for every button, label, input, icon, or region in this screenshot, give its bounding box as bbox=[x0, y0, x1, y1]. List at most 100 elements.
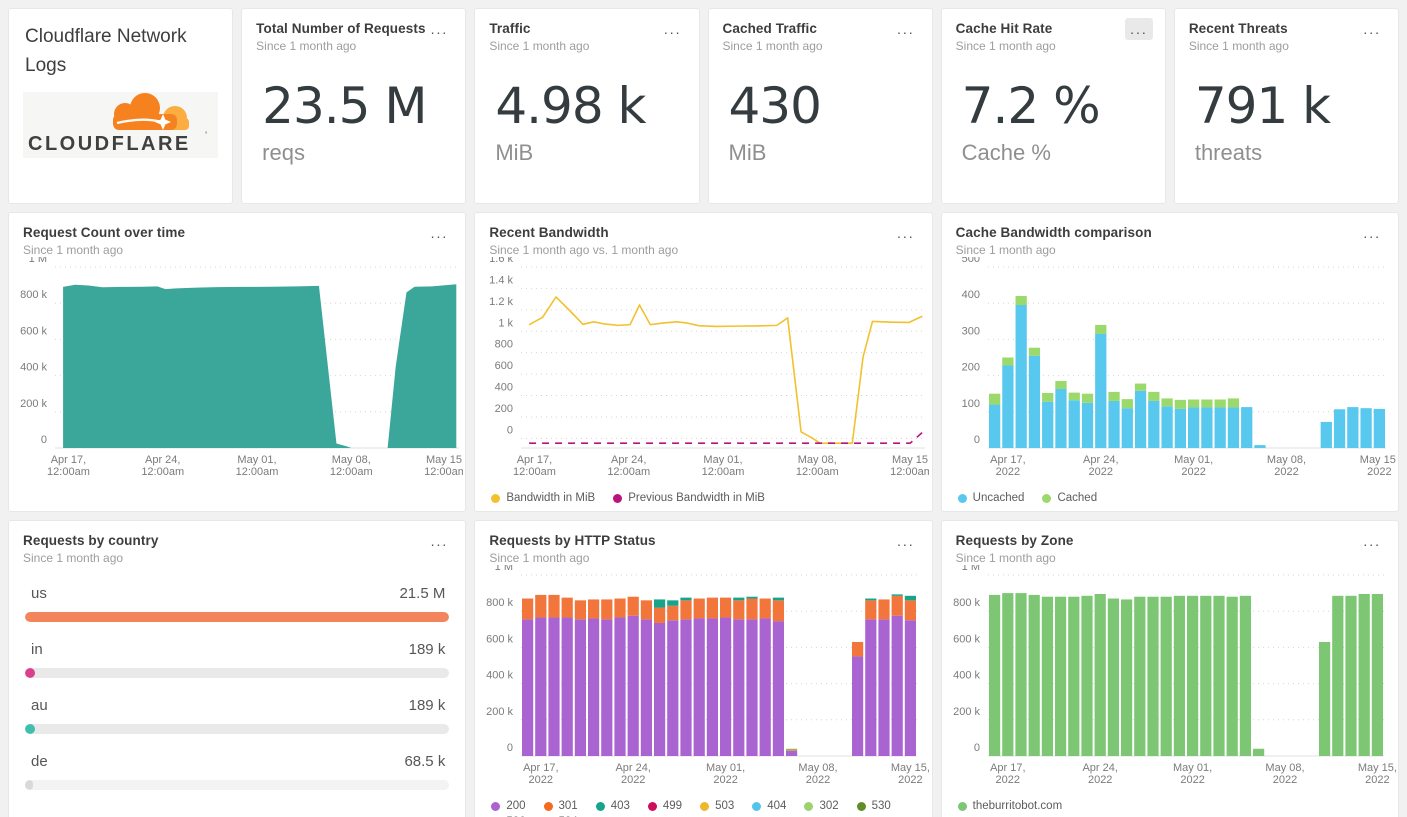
gauge-row-de: de 68.5 k bbox=[25, 753, 450, 790]
http-status-chart: 1 M 800 k 600 k 400 k 200 k 0 Apr 17, 2022 Apr 2… bbox=[475, 561, 931, 795]
panel-subtitle: Since 1 month ago bbox=[1188, 39, 1289, 53]
gauge-fill bbox=[25, 668, 36, 678]
chart-canvas: 1.6 k 1.4 k 1.2 k 1 k 800 600 400 200 0 Apr 17, 12… bbox=[489, 253, 931, 478]
panel-title: Requests by Zone bbox=[955, 533, 1074, 548]
chart-canvas: 1 M 800 k 600 k 400 k 200 k 0 Apr 17, 2022 Apr 2… bbox=[953, 561, 1397, 786]
panel-subtitle: Since 1 month ago bbox=[489, 551, 590, 565]
gauge-row-us: us 21.5 M bbox=[25, 585, 450, 622]
svg-text:1 M: 1 M bbox=[495, 565, 513, 573]
svg-text:May 15,12:00am: May 15, 12:00am bbox=[424, 454, 463, 478]
chart-canvas: 1 M 800 k 600 k 400 k 200 k 0 Apr 17, 2022 Apr 2… bbox=[486, 561, 930, 786]
legend-item-cached[interactable]: Cached bbox=[1042, 492, 1097, 504]
stat-body: 7.2 % Cache % bbox=[942, 53, 1165, 166]
panel-menu-button[interactable]: ... bbox=[1363, 225, 1381, 241]
panel-subtitle: Since 1 month ago bbox=[955, 551, 1056, 565]
dashboard-title: Cloudflare Network Logs bbox=[25, 26, 187, 76]
svg-text:600 k: 600 k bbox=[486, 633, 513, 645]
panel-menu-button[interactable]: ... bbox=[1363, 21, 1381, 37]
svg-text:1 M: 1 M bbox=[29, 257, 47, 265]
gauge-row-header: au 189 k bbox=[25, 697, 449, 714]
panel-stat-1: Total Number of Requests Since 1 month ag… bbox=[241, 8, 467, 204]
panel-request-count: Request Count over time Since 1 month ago… bbox=[8, 212, 467, 512]
panel-header: Total Number of Requests Since 1 month ag… bbox=[242, 9, 465, 53]
legend-item-530[interactable]: 530 bbox=[856, 800, 891, 812]
panel-header: Traffic Since 1 month ago bbox=[475, 9, 698, 53]
panel-title: Traffic bbox=[489, 21, 531, 36]
panel-subtitle: Since 1 month ago bbox=[955, 243, 1056, 257]
legend-item-499[interactable]: 499 bbox=[647, 800, 682, 812]
legend-label: 503 bbox=[715, 800, 735, 812]
panel-header: Cache Hit Rate Since 1 month ago bbox=[942, 9, 1165, 53]
country-value: 21.5 M bbox=[399, 585, 446, 602]
svg-text:600 k: 600 k bbox=[20, 325, 47, 337]
panel-header: Cached Traffic Since 1 month ago bbox=[709, 9, 932, 53]
panel-menu-button[interactable]: ... bbox=[1363, 533, 1381, 549]
panel-menu-button[interactable]: ... bbox=[663, 21, 682, 37]
chart-legend: theburritobot.com bbox=[942, 795, 1398, 812]
panel-menu-button[interactable]: ... bbox=[1125, 18, 1153, 40]
legend-item-404[interactable]: 404 bbox=[752, 800, 786, 812]
legend-item-uncached[interactable]: Uncached bbox=[957, 492, 1024, 504]
svg-text:0: 0 bbox=[974, 434, 980, 446]
legend-label: 403 bbox=[610, 800, 630, 812]
panel-subtitle: Since 1 month ago bbox=[722, 39, 823, 53]
panel-header: Requests by Zone Since 1 month ago bbox=[942, 521, 1398, 565]
legend-label: 404 bbox=[767, 800, 787, 812]
panel-title: Cache Bandwidth comparison bbox=[955, 225, 1152, 240]
gauge-track bbox=[25, 724, 450, 734]
panel-title: Recent Threats bbox=[1188, 21, 1288, 36]
svg-text:Apr 17,2022: Apr 17, 2022 bbox=[990, 454, 1025, 478]
legend-item-theburritobot-com[interactable]: theburritobot.com bbox=[957, 800, 1062, 812]
legend-item-301[interactable]: 301 bbox=[543, 800, 578, 812]
legend-item-previous-bandwidth-in-mib[interactable]: Previous Bandwidth in MiB bbox=[613, 492, 765, 504]
legend-dot bbox=[543, 801, 553, 811]
panel-http-status: Requests by HTTP Status Since 1 month ago… bbox=[474, 520, 933, 817]
chart-legend: Uncached Cached bbox=[942, 487, 1398, 504]
panel-subtitle: Since 1 month ago vs. 1 month ago bbox=[489, 243, 679, 257]
panel-menu-button[interactable]: ... bbox=[896, 225, 915, 241]
svg-text:0: 0 bbox=[41, 434, 47, 446]
svg-text:800 k: 800 k bbox=[20, 289, 47, 301]
cloudflare-logo: CLOUDFLARE ’ bbox=[23, 92, 219, 158]
legend-dot bbox=[856, 801, 866, 811]
chart-legend: 200301403499503404302530526524 bbox=[475, 795, 931, 817]
svg-text:400 k: 400 k bbox=[953, 670, 980, 682]
svg-text:May 01,2022: May 01, 2022 bbox=[706, 762, 745, 786]
legend-dot bbox=[804, 801, 814, 811]
recent-bandwidth-chart: 1.6 k 1.4 k 1.2 k 1 k 800 600 400 200 0 Apr 17, 12… bbox=[475, 253, 931, 487]
legend-item-403[interactable]: 403 bbox=[595, 800, 630, 812]
svg-text:600: 600 bbox=[495, 360, 513, 372]
svg-text:1.4 k: 1.4 k bbox=[489, 274, 513, 286]
svg-text:Apr 24,12:00am: Apr 24, 12:00am bbox=[141, 454, 184, 478]
panel-menu-button[interactable]: ... bbox=[896, 21, 915, 37]
svg-text:400: 400 bbox=[961, 289, 979, 301]
panel-cloudflare-logo: Cloudflare Network Logs CLOUDFLARE ’ bbox=[8, 8, 234, 204]
panel-menu-button[interactable]: ... bbox=[430, 225, 449, 241]
gauge-track bbox=[25, 668, 450, 678]
legend-label: Cached bbox=[1057, 492, 1098, 504]
panel-cache-bandwidth: Cache Bandwidth comparison Since 1 month … bbox=[940, 212, 1399, 512]
svg-text:300: 300 bbox=[961, 325, 979, 337]
stat-body: 4.98 k MiB bbox=[475, 53, 698, 166]
panel-by-country: Requests by country Since 1 month ago... u… bbox=[8, 520, 467, 817]
gauge-row-au: au 189 k bbox=[25, 697, 450, 734]
panel-menu-button[interactable]: ... bbox=[430, 21, 449, 37]
panel-menu-button[interactable]: ... bbox=[896, 533, 915, 549]
svg-text:600 k: 600 k bbox=[953, 633, 980, 645]
legend-item-503[interactable]: 503 bbox=[700, 800, 734, 812]
country-bar-gauge: us 21.5 M in 189 k au 189 k de 68.5 k bbox=[9, 565, 465, 790]
svg-text:May 01,12:00am: May 01, 12:00am bbox=[702, 454, 745, 478]
legend-item-302[interactable]: 302 bbox=[804, 800, 839, 812]
panel-menu-button[interactable]: ... bbox=[430, 533, 449, 549]
legend-item-200[interactable]: 200 bbox=[491, 800, 526, 812]
svg-text:May 08,2022: May 08, 2022 bbox=[1267, 454, 1306, 478]
svg-text:May 01,2022: May 01, 2022 bbox=[1174, 454, 1213, 478]
panel-title: Cache Hit Rate bbox=[955, 21, 1053, 36]
legend-dot bbox=[957, 801, 967, 811]
svg-text:May 15,2022: May 15, 2022 bbox=[1357, 762, 1395, 786]
panel-recent-bandwidth: Recent Bandwidth Since 1 month ago vs. 1 … bbox=[474, 212, 933, 512]
chart-legend: Bandwidth in MiB Previous Bandwidth in Mi… bbox=[475, 487, 931, 504]
legend-item-bandwidth-in-mib[interactable]: Bandwidth in MiB bbox=[491, 492, 595, 504]
